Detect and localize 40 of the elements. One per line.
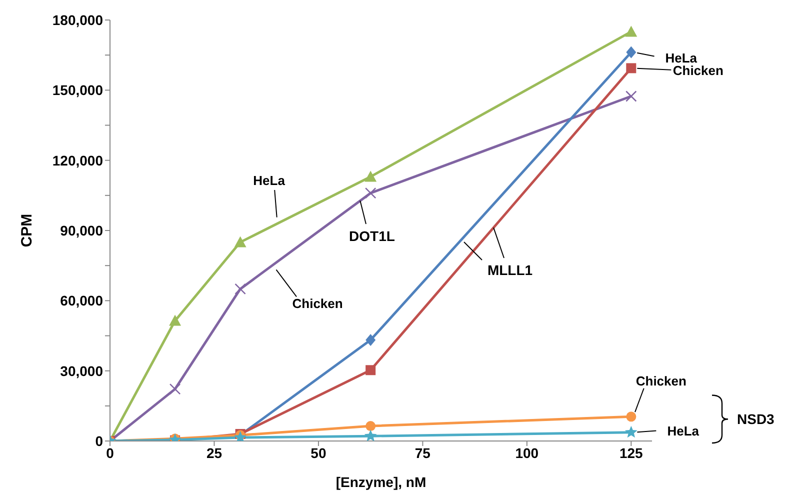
y-tick-label: 120,000: [52, 152, 104, 168]
point: [364, 430, 377, 441]
point: [364, 170, 377, 182]
point: [366, 334, 376, 346]
y-tick-label: 30,000: [60, 362, 104, 379]
point: [169, 314, 182, 326]
point: [364, 187, 376, 199]
y-tick-label: 0: [95, 432, 104, 449]
x-tick-label: 25: [206, 444, 222, 461]
point: [169, 383, 181, 395]
x-tick-label: 0: [106, 444, 114, 461]
point: [625, 26, 638, 37]
y-tick-label: 90,000: [60, 222, 104, 238]
point: [626, 412, 636, 422]
text: HeLa: [667, 423, 700, 438]
point: [366, 365, 376, 376]
series-label: Chicken: [636, 374, 686, 389]
text: Chicken: [292, 296, 343, 311]
text: HeLa: [665, 50, 698, 66]
point: [234, 236, 246, 248]
annotation: MLLL1: [487, 262, 533, 278]
point: [366, 421, 376, 432]
y-tick-label: 180,000: [52, 12, 104, 28]
y-tick-label: 150,000: [52, 82, 104, 98]
point: [626, 46, 636, 58]
text: Chicken: [672, 63, 724, 78]
x-tick-label: 50: [310, 444, 326, 461]
x-tick-label: 100: [515, 444, 539, 461]
x-tick-label: 125: [619, 444, 644, 461]
y-tick-label: 60,000: [60, 292, 104, 309]
text: HeLa: [253, 173, 286, 188]
text: NSD3: [737, 411, 775, 428]
y-axis-title: CPM: [18, 214, 36, 248]
point: [234, 283, 246, 295]
point: [626, 90, 637, 102]
x-axis-title: [Enzyme], nM: [336, 474, 426, 490]
point: [626, 63, 636, 74]
x-tick-label: 75: [414, 444, 431, 461]
point: [624, 426, 638, 438]
annotation: DOT1L: [349, 228, 396, 244]
